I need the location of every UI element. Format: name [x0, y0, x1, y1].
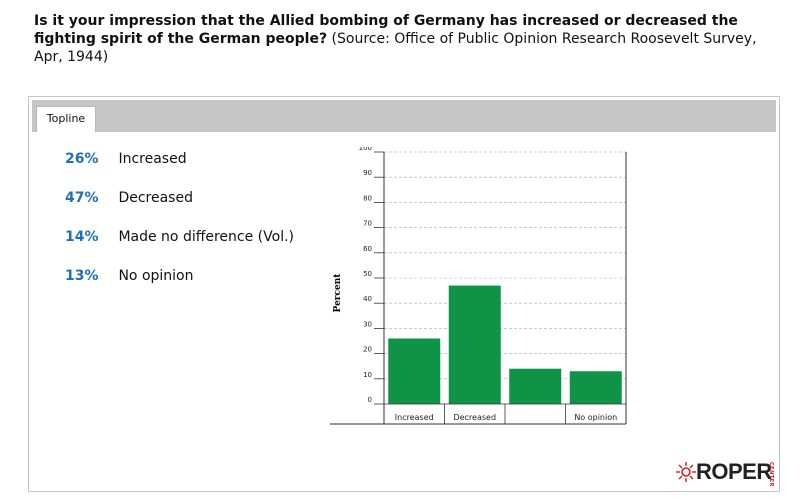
- bar-chart: 0 10 20 30 40 50 60 70 80 90 100 Increased Decreased…: [330, 147, 627, 425]
- x-tick-label: Decreased: [453, 413, 496, 422]
- result-percent: 47%: [65, 190, 99, 206]
- y-tick-label: 70: [363, 220, 372, 228]
- tab-topline[interactable]: Topline: [36, 106, 96, 132]
- bar: [448, 285, 501, 404]
- result-label: Increased: [118, 151, 187, 167]
- y-tick-label: 50: [363, 270, 372, 278]
- result-label: No opinion: [118, 268, 194, 284]
- bar: [388, 338, 441, 404]
- question-source: (Source: Office of Public Opinion Resear…: [34, 31, 757, 65]
- y-tick-label: 100: [359, 147, 372, 152]
- y-tick-label: 80: [363, 194, 372, 202]
- chart-axes: 0 10 20 30 40 50 60 70 80 90 100 Increased Decreased…: [330, 147, 627, 425]
- y-axis-label: Percent: [333, 273, 343, 313]
- roper-logo: ROPER CENTER: [676, 458, 776, 487]
- x-tick-label: Increased: [395, 413, 434, 422]
- results-list: 26% Increased 47% Decreased 14% Made no …: [65, 151, 294, 307]
- result-row: 14% Made no difference (Vol.): [65, 229, 294, 268]
- y-tick-label: 60: [363, 245, 372, 253]
- result-row: 47% Decreased: [65, 190, 294, 229]
- bar: [509, 368, 562, 404]
- result-percent: 13%: [65, 268, 99, 284]
- result-percent: 26%: [65, 151, 99, 167]
- chart-bars: [388, 285, 622, 404]
- y-tick-label: 30: [363, 320, 372, 328]
- question-text: Is it your impression that the Allied bo…: [34, 12, 774, 66]
- roper-logo-side: CENTER: [768, 462, 774, 487]
- results-panel: Topline 26% Increased 47% Decreased 14% …: [28, 96, 780, 492]
- result-label: Made no difference (Vol.): [118, 229, 294, 245]
- result-label: Decreased: [118, 190, 193, 206]
- bar: [569, 371, 622, 404]
- result-percent: 14%: [65, 229, 99, 245]
- result-row: 13% No opinion: [65, 268, 294, 307]
- roper-logo-word: ROPER: [696, 459, 772, 484]
- tab-bar: Topline: [32, 100, 776, 132]
- y-tick-label: 0: [368, 396, 372, 404]
- result-row: 26% Increased: [65, 151, 294, 190]
- y-tick-label: 10: [363, 371, 372, 379]
- y-tick-label: 40: [363, 295, 372, 303]
- roper-logo-icon: [676, 462, 696, 482]
- y-tick-label: 20: [363, 346, 372, 354]
- y-tick-label: 90: [363, 169, 372, 177]
- x-tick-label: No opinion: [574, 413, 617, 422]
- question-main: Is it your impression that the Allied bo…: [34, 13, 738, 47]
